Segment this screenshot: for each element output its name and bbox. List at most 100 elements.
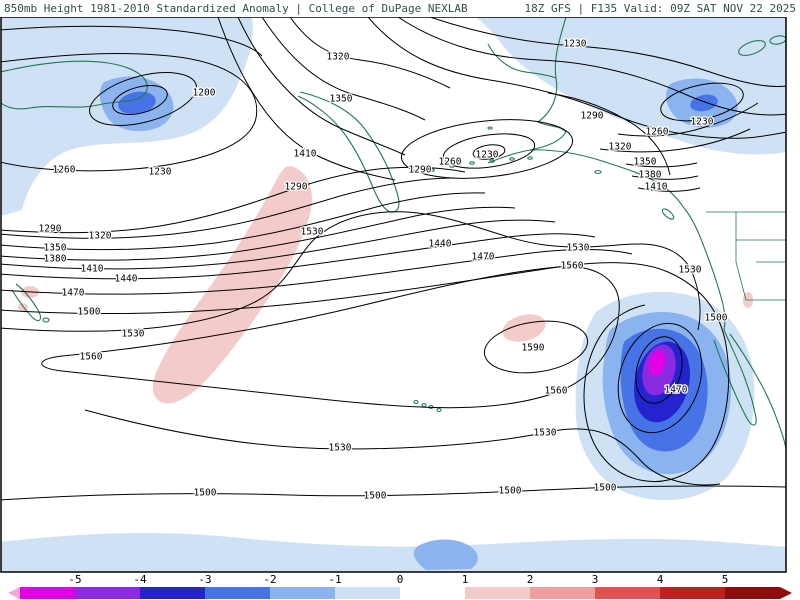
contour-line	[617, 102, 759, 137]
colorbar-tick-label: 1	[461, 573, 469, 586]
colorbar-segment	[270, 587, 335, 599]
colorbar-segment	[465, 587, 530, 599]
contour-label: 1530	[122, 329, 145, 340]
shading-pos1-region	[502, 314, 546, 342]
colorbar-segment	[660, 587, 725, 599]
contour-label: 1230	[564, 39, 587, 50]
coastline-west-coast	[683, 207, 726, 331]
colorbar-segment	[75, 587, 140, 599]
contour-label: 1350	[44, 243, 67, 254]
contour-line	[400, 119, 574, 179]
baja-low-core-shading	[648, 350, 666, 376]
contour-label: 1200	[193, 88, 216, 99]
contour-label: 1290	[581, 111, 604, 122]
contour-line	[89, 72, 197, 126]
contour-line	[547, 92, 671, 176]
product-title: 850mb Height 1981-2010 Standardized Anom…	[4, 2, 468, 15]
contour-label: 1350	[634, 157, 657, 168]
contour-line	[625, 162, 698, 168]
colorbar-segment	[19, 587, 75, 599]
contour-label: 1410	[81, 264, 104, 275]
shading-neg1-region	[1, 532, 786, 572]
contour-line	[1, 166, 466, 234]
contour-line	[1, 206, 516, 261]
colorbar-tick-label: 3	[591, 573, 599, 586]
contour-label: 1470	[472, 252, 495, 263]
coastline-kamchatka	[297, 91, 400, 213]
colorbar-segment-row	[0, 587, 800, 599]
shading-neg3-region	[118, 91, 156, 115]
colorbar-segment	[725, 587, 781, 599]
island	[594, 169, 602, 175]
contour-label: 1290	[285, 182, 308, 193]
colorbar-segment	[140, 587, 205, 599]
contour-line	[631, 175, 699, 180]
colorbar-tick-label: -1	[328, 573, 342, 586]
contour-label: 1410	[294, 149, 317, 160]
contour-label: 1590	[522, 343, 545, 354]
coastlines-layer	[1, 17, 786, 452]
island	[487, 126, 493, 130]
contour-label: 1350	[330, 94, 353, 105]
colorbar-segment	[335, 587, 400, 599]
colorbar-tick-label: -2	[263, 573, 277, 586]
contour-label: 1530	[301, 227, 324, 238]
contour-line	[1, 192, 486, 251]
contour-label: 1230	[476, 150, 499, 161]
anomaly-colorbar: -5 -4 -3 -2 -1 0 1 2 3 4 5	[0, 573, 800, 600]
contour-line-high-1590	[483, 320, 589, 374]
colorbar-segment	[400, 587, 465, 599]
aleutian-island	[429, 168, 435, 172]
coastline-japan	[11, 283, 42, 322]
contour-line	[217, 17, 396, 181]
contour-line	[1, 262, 730, 482]
contour-line	[1, 211, 701, 332]
aleutian-island	[509, 157, 515, 161]
contour-label: 1290	[39, 224, 62, 235]
contour-label: 1320	[609, 142, 632, 153]
colorbar-tick-label: -4	[133, 573, 147, 586]
contour-label: 1230	[691, 117, 714, 128]
contour-line	[41, 266, 620, 409]
contour-line	[289, 17, 451, 89]
contour-line	[1, 233, 596, 280]
contour-label: 1260	[646, 127, 669, 138]
island-japan	[42, 317, 50, 323]
contour-line	[599, 128, 751, 153]
contour-line	[237, 17, 406, 156]
contour-line	[660, 82, 744, 122]
contour-label: 1320	[89, 231, 112, 242]
height-contours-layer	[1, 17, 786, 501]
aleutian-island	[527, 156, 533, 160]
contour-line	[261, 17, 426, 121]
vancouver-island	[661, 208, 675, 220]
colorbar-tick-label: 4	[656, 573, 664, 586]
contour-label: 1440	[429, 239, 452, 250]
colorbar-tick-label: 0	[396, 573, 404, 586]
colorbar-segment	[530, 587, 595, 599]
model-run-valid-info: 18Z GFS | F135 Valid: 09Z SAT NOV 22 202…	[524, 2, 796, 15]
hawaiian-island	[421, 402, 427, 408]
hawaiian-island	[413, 399, 419, 405]
colorbar-tick-label: -5	[68, 573, 82, 586]
contour-line	[112, 85, 168, 115]
contour-line	[1, 53, 258, 172]
contour-line	[1, 249, 633, 295]
colorbar-tick-label: 5	[721, 573, 729, 586]
anomaly-shading-layer	[1, 17, 786, 572]
contour-label: 1500	[364, 491, 387, 502]
coastline	[738, 40, 766, 56]
coastline-alaska	[487, 43, 557, 79]
contour-line	[397, 17, 786, 116]
coastline-alaska	[529, 149, 685, 209]
contour-line	[637, 187, 701, 192]
contour-label: 1230	[149, 167, 172, 178]
contour-label: 1380	[44, 254, 67, 265]
contour-label: 1380	[639, 170, 662, 181]
state-border-lines	[706, 211, 786, 301]
contour-line	[84, 409, 721, 486]
contour-line	[442, 133, 536, 169]
